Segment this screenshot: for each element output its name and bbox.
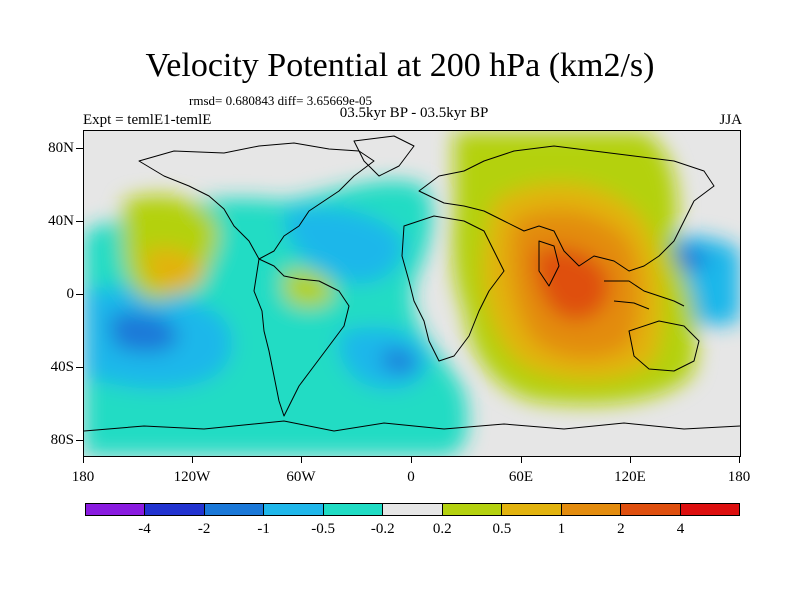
lat-tick <box>76 367 83 368</box>
lat-label: 0 <box>66 286 75 302</box>
color-bar-label: -4 <box>138 521 151 537</box>
color-bar-swatch <box>442 504 503 515</box>
color-bar-swatch <box>502 504 562 515</box>
lon-label: 60W <box>286 469 316 485</box>
lon-tick <box>521 457 522 463</box>
chart-title: Velocity Potential at 200 hPa (km2/s) <box>145 47 655 84</box>
period-label: 03.5kyr BP - 03.5kyr BP <box>339 105 489 121</box>
season-label: JJA <box>719 112 742 128</box>
color-bar-swatch <box>621 504 681 515</box>
color-bar-label: 1 <box>557 521 566 537</box>
color-bar-swatch <box>680 504 739 515</box>
lon-tick <box>83 457 84 463</box>
lat-label: 40S <box>50 359 74 375</box>
lat-tick <box>76 294 83 295</box>
color-bar-swatch <box>145 504 205 515</box>
velocity-potential-map <box>83 130 741 457</box>
lat-tick <box>76 221 83 222</box>
lon-tick <box>630 457 631 463</box>
color-bar-label: -2 <box>197 521 211 537</box>
lon-tick <box>301 457 302 463</box>
color-bar-swatch <box>264 504 324 515</box>
color-bar-label: -1 <box>257 521 270 537</box>
color-bar-label: 4 <box>676 521 685 537</box>
color-bar-swatch <box>383 504 443 515</box>
color-bar-label: -0.5 <box>311 521 336 537</box>
experiment-label: Expt = temlE1-temlE <box>83 112 212 128</box>
lon-label: 120E <box>614 469 646 485</box>
color-bar-swatch <box>86 504 146 515</box>
lat-label: 80S <box>50 432 74 448</box>
contour-field <box>84 131 740 456</box>
color-bar-swatch <box>323 504 384 515</box>
lon-label: 180 <box>727 469 751 485</box>
lat-tick <box>76 440 83 441</box>
lon-label: 180 <box>71 469 95 485</box>
color-bar-label: 0.2 <box>432 521 452 537</box>
stats-line: rmsd= 0.680843 diff= 3.65669e-05 <box>189 93 373 108</box>
color-bar-label: 0.5 <box>492 521 512 537</box>
color-bar-swatch <box>561 504 622 515</box>
lon-tick <box>192 457 193 463</box>
lon-label: 60E <box>508 469 534 485</box>
coastlines <box>84 135 740 432</box>
lon-tick <box>411 457 412 463</box>
lon-label: 0 <box>407 469 415 485</box>
lat-tick <box>76 148 83 149</box>
field-layers <box>84 131 740 456</box>
color-bar <box>85 503 740 516</box>
lat-label: 80N <box>48 140 74 156</box>
color-bar-swatch <box>204 504 265 515</box>
lat-label: 40N <box>48 213 74 229</box>
lon-tick <box>739 457 740 463</box>
lon-label: 120W <box>173 469 211 485</box>
color-bar-label: 2 <box>617 521 625 537</box>
color-bar-label: -0.2 <box>370 521 395 537</box>
